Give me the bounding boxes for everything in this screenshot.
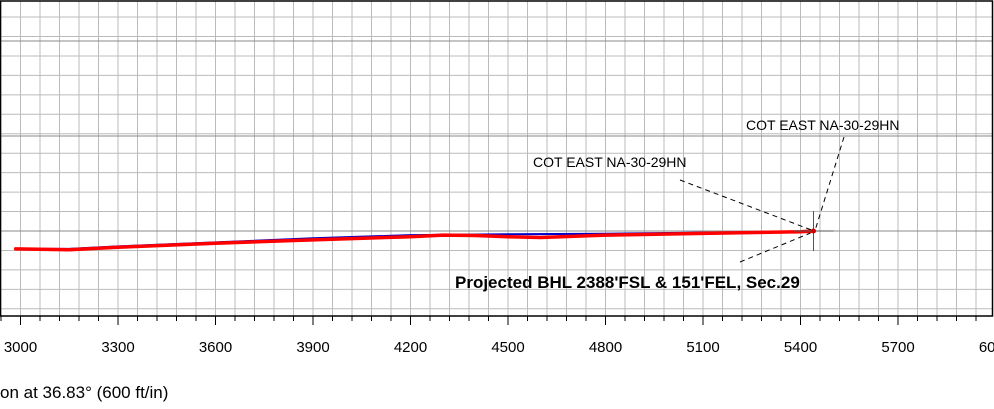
series-group xyxy=(13,229,816,252)
x-tick-labels: 3000 3300 3600 3900 4200 4500 4800 5100 5400 5700… xyxy=(4,339,994,356)
annotations: COT EAST NA-30-29HN COT EAST NA-30-29HN … xyxy=(455,117,900,292)
x-tick-label: 4800 xyxy=(589,339,622,356)
annotation-leader-lower xyxy=(679,179,812,231)
x-tick-label: 4200 xyxy=(394,339,427,356)
grid-lines xyxy=(0,1,993,316)
plot-frame xyxy=(0,0,994,317)
x-tick-label: 6000 xyxy=(979,339,994,356)
x-tick-label: 3300 xyxy=(101,339,134,356)
x-tick-label: 4500 xyxy=(491,339,524,356)
annotation-label-lower: COT EAST NA-30-29HN xyxy=(533,154,687,170)
x-tick-label: 3600 xyxy=(199,339,232,356)
x-tick-label: 5700 xyxy=(881,339,914,356)
series-line-red xyxy=(13,229,816,252)
x-tick-label: 3000 xyxy=(4,339,37,356)
annotation-leader-upper xyxy=(815,136,845,230)
scale-caption: on at 36.83° (600 ft/in) xyxy=(0,383,169,402)
x-tick-label: 3900 xyxy=(296,339,329,356)
x-tick-label: 5100 xyxy=(686,339,719,356)
marker-point xyxy=(811,228,816,234)
bhl-leader xyxy=(739,232,811,263)
annotation-label-upper: COT EAST NA-30-29HN xyxy=(746,117,900,133)
x-axis xyxy=(0,0,994,325)
x-tick-label: 5400 xyxy=(784,339,817,356)
bhl-marker xyxy=(793,211,834,251)
projected-bhl-label: Projected BHL 2388'FSL & 151'FEL, Sec.29 xyxy=(455,273,800,292)
